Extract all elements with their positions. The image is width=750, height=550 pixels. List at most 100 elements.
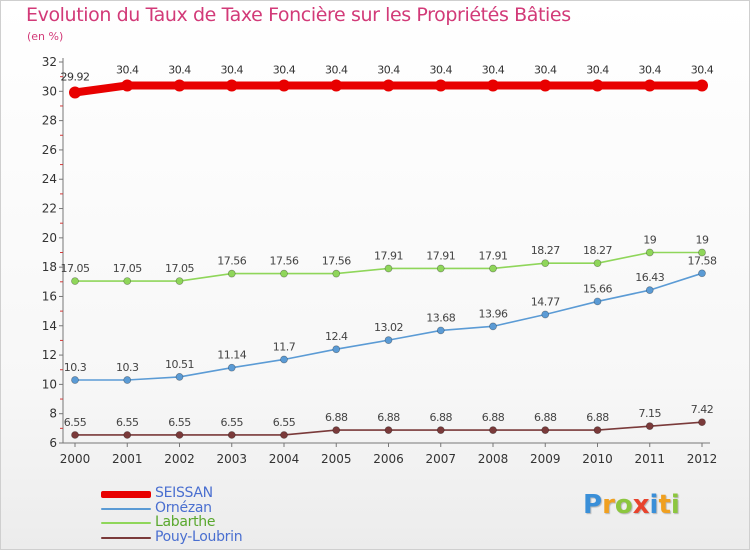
data-point-ornezan xyxy=(489,322,497,331)
data-point-seissan xyxy=(643,79,656,92)
logo-letter: P xyxy=(583,490,603,520)
y-tick-label: 6 xyxy=(49,436,57,450)
data-point-pouy-loubrin xyxy=(280,431,288,439)
data-label-pouy-loubrin: 6.55 xyxy=(168,416,191,429)
data-label-seissan: 30.4 xyxy=(639,63,662,76)
data-label-ornezan: 11.14 xyxy=(217,349,246,362)
logo-letter: r xyxy=(602,490,615,520)
data-point-pouy-loubrin xyxy=(227,431,236,439)
y-tick-label: 28 xyxy=(42,114,57,128)
y-tick-label: 26 xyxy=(42,143,57,157)
data-label-labarthe: 17.91 xyxy=(374,249,403,262)
data-point-seissan xyxy=(539,79,552,92)
data-label-pouy-loubrin: 6.88 xyxy=(534,411,557,424)
x-tick-label: 2007 xyxy=(425,452,456,466)
data-label-seissan: 30.4 xyxy=(377,63,400,76)
data-label-seissan: 30.4 xyxy=(534,63,557,76)
data-point-pouy-loubrin xyxy=(593,426,602,434)
data-point-labarthe xyxy=(541,259,550,268)
data-label-ornezan: 15.66 xyxy=(583,282,612,295)
data-label-ornezan: 13.02 xyxy=(374,321,403,334)
legend-label: Labarthe xyxy=(155,514,216,530)
data-point-ornezan xyxy=(123,376,132,384)
legend-swatch xyxy=(101,491,151,498)
logo-letter: o xyxy=(614,490,633,520)
data-label-pouy-loubrin: 6.55 xyxy=(221,416,244,429)
data-label-labarthe: 18.27 xyxy=(531,244,560,257)
data-point-labarthe xyxy=(645,248,654,257)
data-label-pouy-loubrin: 7.15 xyxy=(639,407,662,420)
data-label-ornezan: 10.51 xyxy=(165,358,194,371)
data-point-labarthe xyxy=(280,269,288,278)
data-point-seissan xyxy=(330,79,343,92)
y-tick-label: 12 xyxy=(42,348,57,362)
data-point-ornezan xyxy=(541,310,550,319)
data-label-ornezan: 17.58 xyxy=(688,254,717,267)
data-point-labarthe xyxy=(593,259,602,268)
data-label-pouy-loubrin: 6.88 xyxy=(586,411,609,424)
data-point-pouy-loubrin xyxy=(384,426,393,434)
data-point-labarthe xyxy=(489,264,497,273)
data-point-pouy-loubrin xyxy=(332,426,341,434)
data-label-seissan: 30.4 xyxy=(273,63,296,76)
legend-label: SEISSAN xyxy=(155,485,213,501)
x-tick-label: 2000 xyxy=(60,452,91,466)
data-point-pouy-loubrin xyxy=(541,426,550,434)
data-label-seissan: 29.92 xyxy=(61,70,90,83)
data-point-seissan xyxy=(487,79,499,92)
data-point-ornezan xyxy=(175,373,184,381)
x-tick-label: 2012 xyxy=(687,452,718,466)
data-point-pouy-loubrin xyxy=(489,426,497,434)
data-point-ornezan xyxy=(645,286,654,295)
data-label-ornezan: 13.68 xyxy=(426,311,455,324)
data-point-pouy-loubrin xyxy=(645,422,654,430)
data-point-seissan xyxy=(696,79,708,92)
x-tick-label: 2005 xyxy=(321,452,352,466)
legend-label: Ornézan xyxy=(155,499,212,516)
logo-letter: i xyxy=(670,490,680,520)
data-point-labarthe xyxy=(175,277,184,285)
data-point-seissan xyxy=(278,79,290,92)
x-tick-label: 2004 xyxy=(269,452,300,466)
data-label-seissan: 30.4 xyxy=(116,63,139,76)
data-point-seissan xyxy=(225,79,238,92)
data-label-labarthe: 17.56 xyxy=(270,255,299,268)
data-label-ornezan: 16.43 xyxy=(635,271,664,284)
data-point-seissan xyxy=(121,79,134,92)
data-point-ornezan xyxy=(698,269,706,278)
data-label-ornezan: 11.7 xyxy=(273,340,296,353)
data-label-seissan: 30.4 xyxy=(168,63,191,76)
data-label-seissan: 30.4 xyxy=(430,63,453,76)
logo-letter: x xyxy=(632,490,650,520)
legend-swatch xyxy=(101,522,151,524)
x-tick-label: 2008 xyxy=(478,452,509,466)
data-point-ornezan xyxy=(280,355,288,364)
y-tick-label: 24 xyxy=(42,172,57,186)
y-tick-label: 10 xyxy=(42,377,57,391)
y-tick-label: 8 xyxy=(49,407,57,421)
data-label-pouy-loubrin: 6.88 xyxy=(482,411,505,424)
legend-label: Pouy-Loubrin xyxy=(155,528,243,545)
data-label-ornezan: 13.96 xyxy=(479,307,508,320)
chart-title: Evolution du Taux de Taxe Foncière sur l… xyxy=(26,4,571,26)
data-point-seissan xyxy=(69,86,81,99)
data-point-labarthe xyxy=(384,264,393,273)
data-label-seissan: 30.4 xyxy=(691,63,714,76)
data-label-labarthe: 17.56 xyxy=(322,255,351,268)
data-label-labarthe: 17.05 xyxy=(113,262,142,275)
legend-swatch xyxy=(101,536,151,539)
data-label-ornezan: 10.3 xyxy=(116,361,139,374)
data-point-seissan xyxy=(434,79,447,92)
data-label-pouy-loubrin: 6.55 xyxy=(273,416,296,429)
y-tick-label: 14 xyxy=(42,319,57,333)
y-tick-label: 16 xyxy=(42,289,57,303)
data-label-labarthe: 17.05 xyxy=(61,262,90,275)
x-tick-label: 2002 xyxy=(164,452,195,466)
data-point-labarthe xyxy=(332,269,341,278)
logo-letter: i xyxy=(649,490,659,520)
data-label-pouy-loubrin: 7.42 xyxy=(691,403,714,416)
x-tick-label: 2001 xyxy=(112,452,143,466)
data-label-labarthe: 17.05 xyxy=(165,262,194,275)
y-tick-label: 30 xyxy=(42,84,57,98)
